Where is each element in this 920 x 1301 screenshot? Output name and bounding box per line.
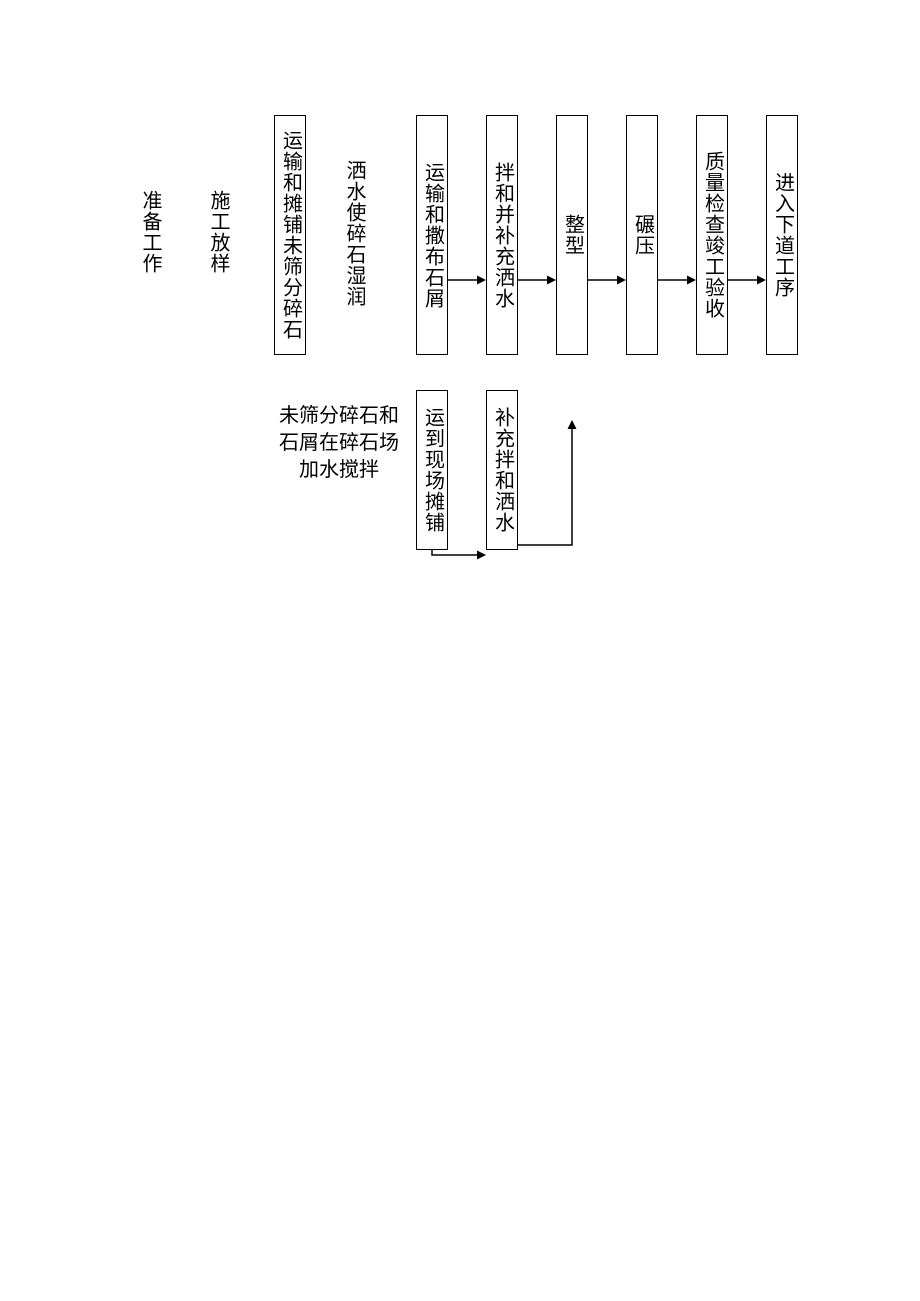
- edge-n13-up: [518, 422, 572, 545]
- connectors-layer: [0, 0, 920, 1301]
- edge-n12-n13: [432, 550, 484, 555]
